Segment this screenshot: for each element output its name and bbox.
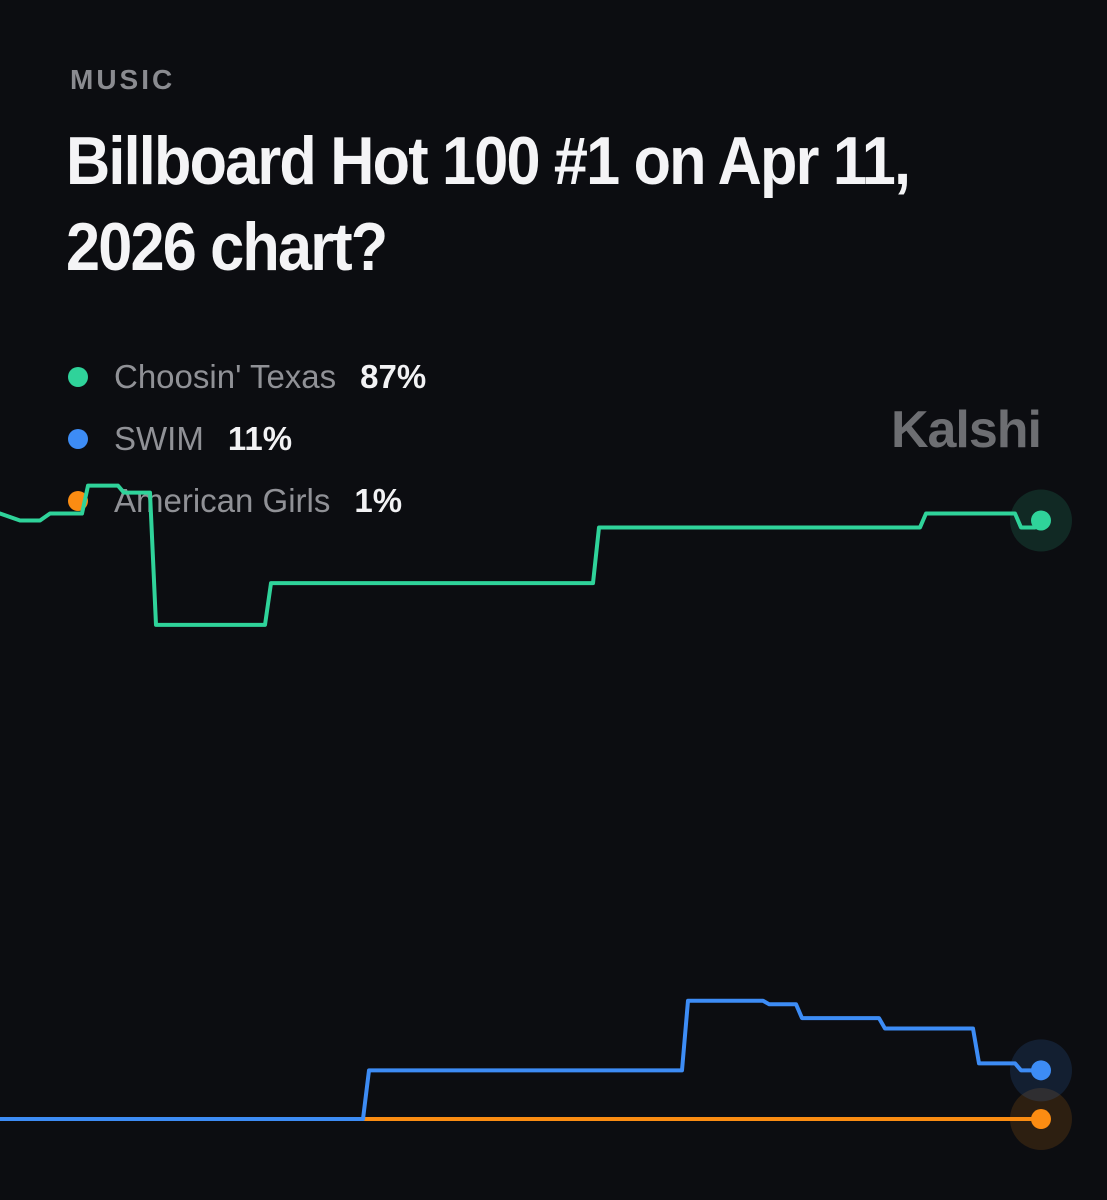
legend-item: SWIM 11% [68, 408, 426, 470]
category-label: MUSIC [70, 64, 176, 95]
series-line [0, 483, 1043, 627]
legend-name: SWIM [114, 420, 204, 457]
legend-name: Choosin' Texas [114, 358, 337, 395]
legend-dot-icon [68, 429, 88, 449]
endpoint-dot [1031, 1060, 1051, 1081]
legend: Choosin' Texas 87% SWIM 11% American Gir… [68, 346, 426, 532]
series-line [0, 998, 1043, 1122]
market-title: Billboard Hot 100 #1 on Apr 11, 2026 cha… [66, 123, 911, 285]
legend-value: 1% [354, 482, 403, 519]
legend-dot-icon [68, 367, 88, 387]
legend-value: 11% [227, 420, 293, 457]
kalshi-logo: Kalshi [890, 401, 1042, 459]
endpoint-dot [1031, 1109, 1051, 1130]
legend-item: Choosin' Texas 87% [68, 346, 426, 408]
endpoint-dot [1031, 510, 1051, 531]
legend-value: 87% [360, 358, 427, 395]
